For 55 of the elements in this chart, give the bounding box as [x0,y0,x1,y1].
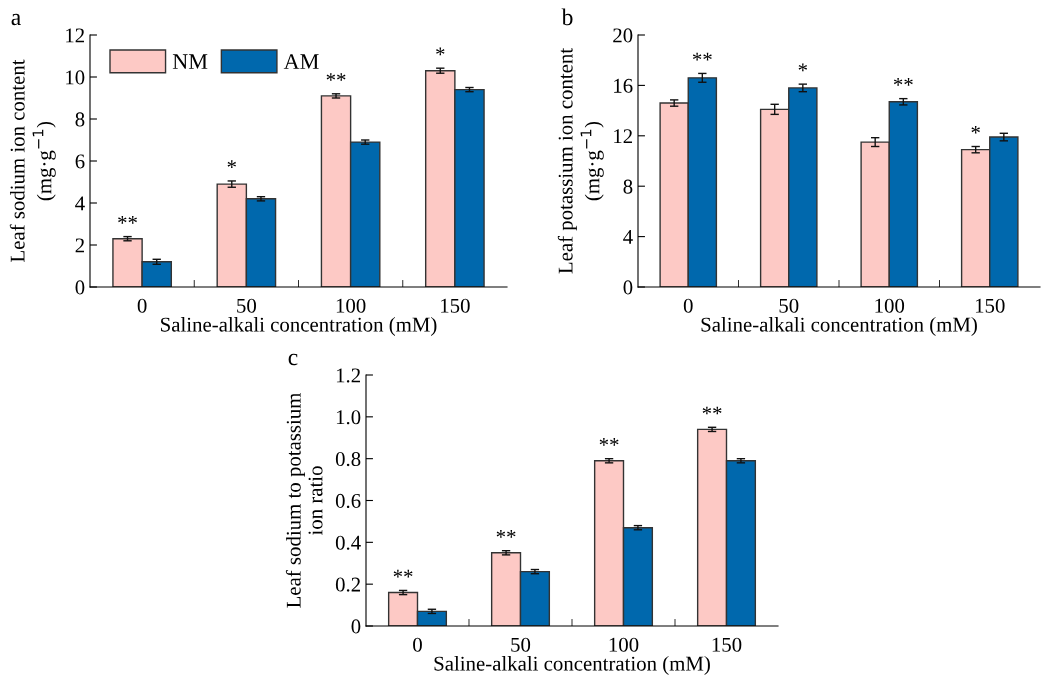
y-tick-label: 0 [351,619,361,634]
y-axis-title: Leaf potassium ion content (mg·g$^{−1}$) [557,48,604,274]
y-tick-label: 20 [613,28,633,43]
y-tick-label: 2 [75,238,84,253]
y-axis-title: Leaf sodium to potassium ion ratio [285,392,323,608]
annotation: * [227,160,236,168]
y-tick-label: 12 [614,129,632,144]
y-axis-title: Leaf sodium ion content (mg·g$^{−1}$) [9,59,56,262]
y-tick-label: 0.8 [335,452,361,467]
x-tick-label: 50 [511,637,531,652]
x-tick-label: 0 [683,298,693,313]
chart-title: b [561,8,573,26]
x-tick-label: 50 [237,298,256,313]
legend-label: AM [283,54,319,69]
x-tick-label: 0 [413,637,422,652]
x-axis-title: Saline-alkali concentration (mM) [434,656,710,675]
x-tick-label: 150 [975,298,1005,313]
x-tick-label: 100 [336,298,366,313]
annotation: ** [496,530,516,538]
annotation: ** [118,216,137,224]
chart-title: c [288,353,298,366]
x-tick-label: 50 [779,298,799,313]
y-tick-label: 0.4 [335,535,361,550]
y-tick-label: 4 [75,196,85,211]
y-tick-label: 0.6 [335,493,361,509]
annotation: * [798,63,808,72]
annotation: ** [893,78,913,86]
x-tick-label: 100 [875,298,905,313]
x-axis-title: Saline-alkali concentration (mM) [701,317,977,336]
annotation: ** [326,73,346,81]
y-tick-label: 8 [75,112,85,127]
y-tick-label: 10 [66,70,85,85]
y-tick-label: 16 [614,78,633,93]
y-tick-label: 0 [75,280,85,295]
annotation: ** [599,438,619,446]
annotation: ** [702,406,722,415]
x-tick-label: 150 [441,298,470,313]
y-tick-label: 1.2 [336,368,360,383]
y-tick-label: 0 [623,280,633,295]
x-tick-label: 150 [712,637,742,652]
x-tick-label: 100 [609,637,639,652]
annotation: * [436,47,445,56]
annotation: * [971,125,980,134]
x-tick-label: 0 [137,298,147,313]
y-tick-label: 1.0 [336,410,361,425]
legend-label: NM [172,54,208,69]
annotation: ** [692,52,712,61]
y-tick-label: 12 [66,28,84,43]
y-tick-label: 6 [75,154,85,169]
y-tick-label: 8 [623,179,633,194]
x-axis-title: Saline-alkali concentration (mM) [161,317,437,336]
annotation: ** [393,569,413,578]
y-tick-label: 4 [623,230,633,244]
y-tick-label: 0.2 [335,577,360,592]
chart-title: a [11,13,21,26]
